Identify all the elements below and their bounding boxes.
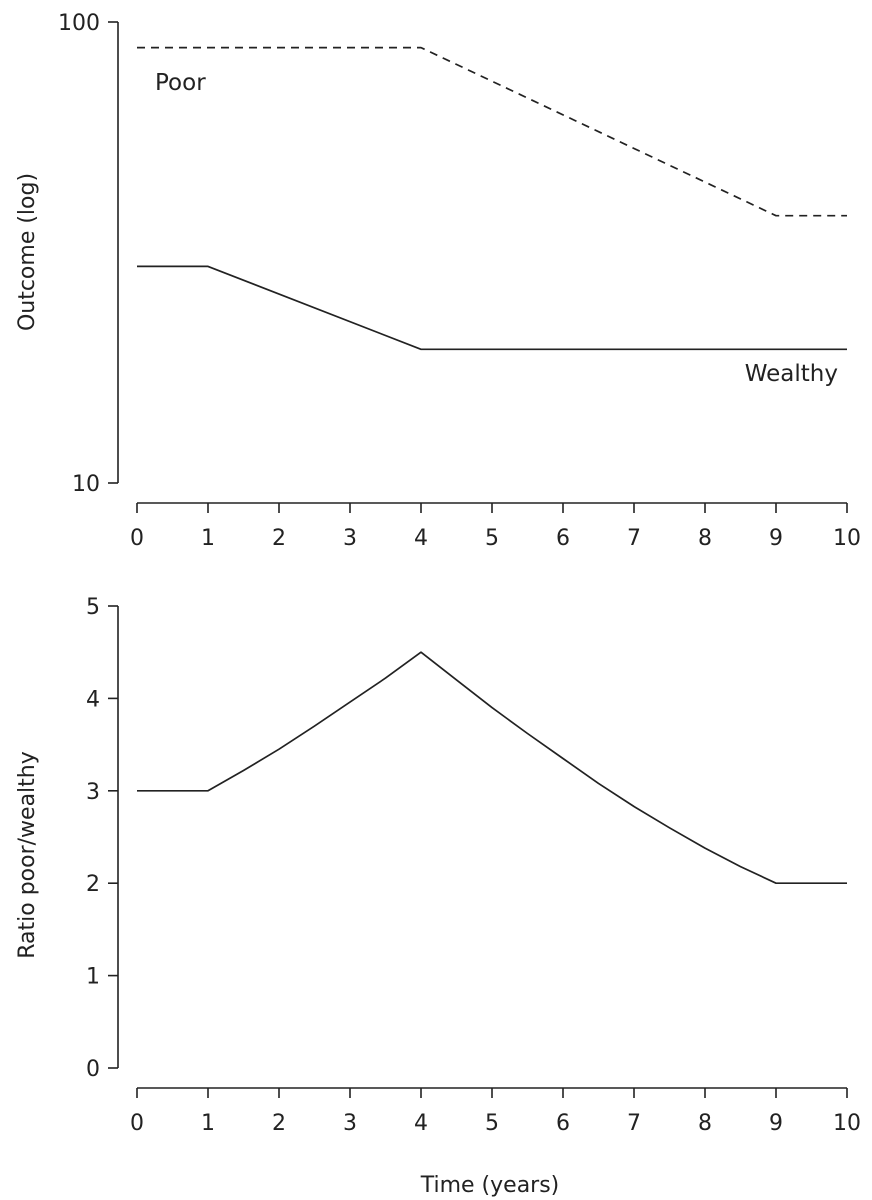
bottom-panel-ratio-chart: 0 1 2 3 4 5 0 1 2 3 4 5 6 7 8 9 10 Ratio poor/wealthy Time… [15,595,861,1198]
bottom-x-tick-label: 0 [130,1111,144,1136]
top-x-tick-label: 10 [833,526,861,551]
bottom-x-tick-label: 1 [201,1111,215,1136]
bottom-series-line-ratio [137,651,847,885]
bottom-x-tick-label: 4 [414,1111,428,1136]
top-x-tick-label: 3 [343,526,357,551]
top-x-tick-label: 0 [130,526,144,551]
bottom-x-tick-label: 10 [833,1111,861,1136]
top-x-tick-label: 8 [698,526,712,551]
series-label-poor: Poor [155,70,206,96]
bottom-y-tick-label: 3 [86,780,100,805]
bottom-x-tick-label: 9 [769,1111,783,1136]
top-x-tick-label: 4 [414,526,428,551]
bottom-x-tick-label: 7 [627,1111,641,1136]
bottom-y-tick-label: 0 [86,1057,100,1082]
bottom-x-tick-label: 8 [698,1111,712,1136]
top-x-tick-label: 9 [769,526,783,551]
top-y-tick-label: 100 [58,11,100,36]
bottom-x-tick-label: 3 [343,1111,357,1136]
top-x-tick-label: 7 [627,526,641,551]
top-y-tick-label: 10 [72,472,100,497]
series-label-wealthy: Wealthy [745,361,838,387]
bottom-y-tick-label: 1 [86,965,100,990]
top-y-axis-label: Outcome (log) [15,173,40,331]
top-x-tick-label: 5 [485,526,499,551]
top-series-line-wealthy [137,265,847,351]
bottom-x-tick-label: 6 [556,1111,570,1136]
top-x-tick-label: 1 [201,526,215,551]
bottom-x-tick-label: 2 [272,1111,286,1136]
bottom-x-tick-label: 5 [485,1111,499,1136]
bottom-y-tick-label: 5 [86,595,100,620]
bottom-y-axis-label: Ratio poor/wealthy [15,751,40,959]
top-panel-outcome-chart: 10 100 0 1 2 3 4 5 6 7 8 9 10 Outcome (log) Poor Wealth… [15,11,861,551]
bottom-y-tick-label: 4 [86,687,100,712]
top-x-tick-label: 2 [272,526,286,551]
top-series-line-poor [137,46,847,217]
top-x-tick-label: 6 [556,526,570,551]
bottom-y-tick-label: 2 [86,872,100,897]
bottom-x-axis-label: Time (years) [420,1173,560,1198]
